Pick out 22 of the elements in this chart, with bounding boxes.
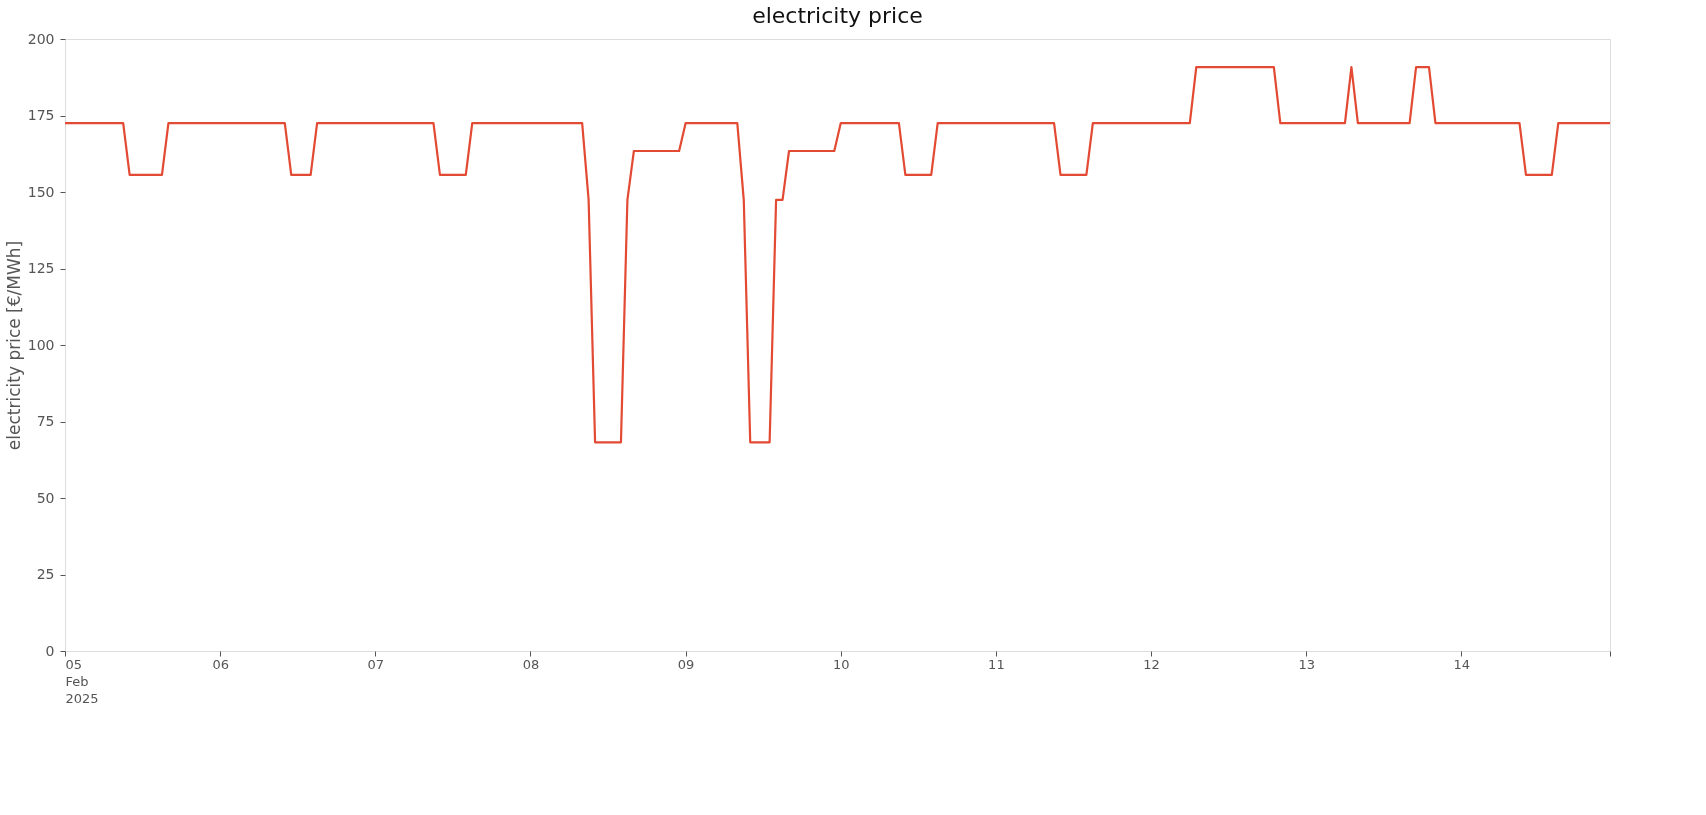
x-tick-label: 10 [832,656,850,672]
y-tick-label: 175 [27,107,55,123]
x-tick-label: 14 [1453,656,1471,672]
y-tick-label: 25 [36,566,55,582]
y-tick-label: 100 [27,336,55,353]
y-axis-title: electricity price [€/MWh] [3,240,24,451]
y-tick-label: 125 [27,260,55,276]
chart-title: electricity price [752,3,923,28]
line-series [65,66,1610,444]
x-tick-label: 08 [522,656,540,672]
y-tick-label: 0 [45,642,55,659]
x-tick-label: 13 [1298,656,1315,672]
x-tick-label: 05 Feb 2025 [65,656,99,706]
x-tick-label: 07 [367,656,385,672]
x-tick-label: 12 [1143,656,1160,672]
x-tick-label: 06 [212,656,229,672]
y-tick-label: 200 [27,30,55,47]
y-tick-label: 50 [36,489,55,506]
x-tick-label: 09 [677,656,695,672]
y-tick-label: 150 [27,183,55,200]
x-tick-label: 11 [988,656,1005,672]
y-tick-label: 75 [36,413,55,429]
